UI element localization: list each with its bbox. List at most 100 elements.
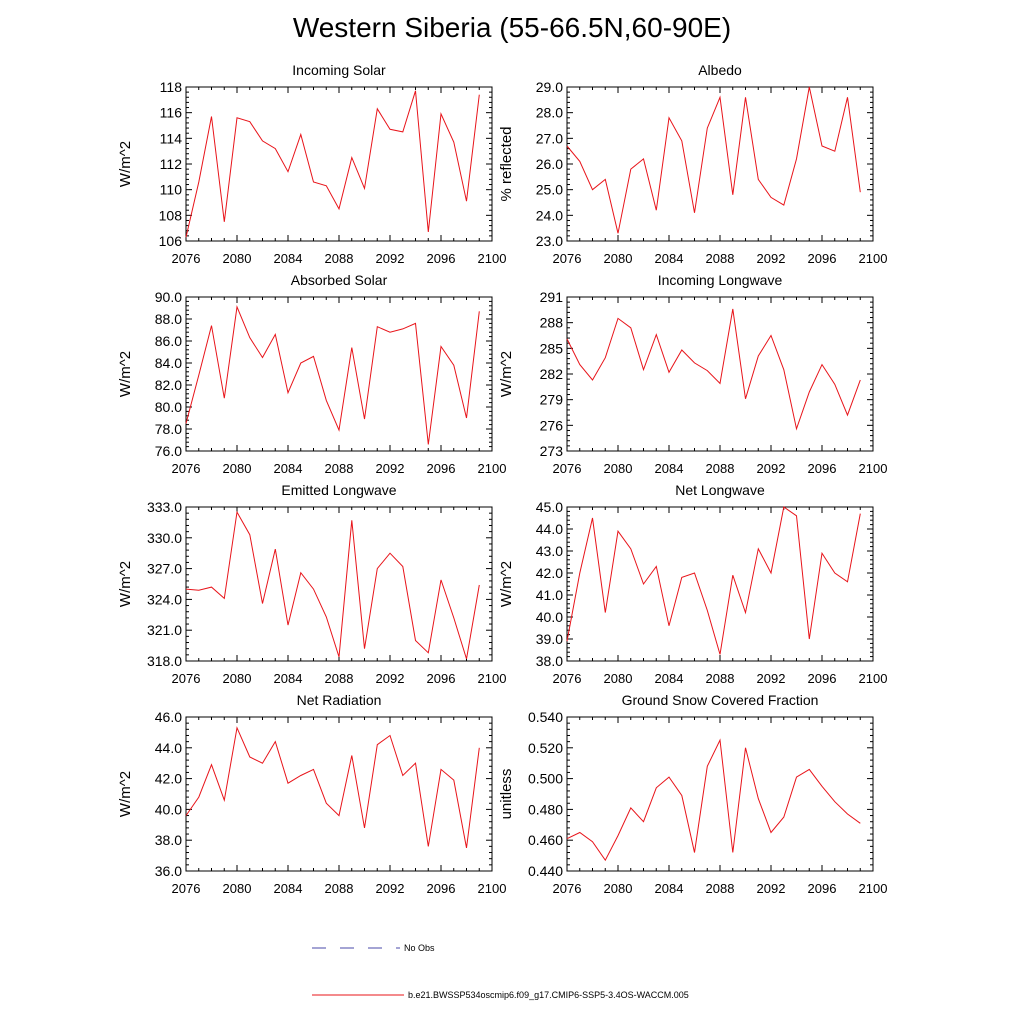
chart-panel-5: 2076 2080 2084 2088 2092 2096 2100 318.0 321.0 32… — [117, 482, 506, 686]
legend: No Obs b.e21.BWSSP534oscmip6.f09_g17.CMI… — [312, 943, 689, 1000]
x-tick-label: 2096 — [427, 251, 456, 266]
y-tick-label: 118 — [160, 79, 183, 95]
chart-panel-6: 2076 2080 2084 2088 2092 2096 2100 38.0 39.0 40.0… — [498, 482, 887, 686]
figure-title: Western Siberia (55-66.5N,60-90E) — [292, 12, 732, 43]
y-tick-label: 82.0 — [155, 377, 182, 393]
y-tick-label: 45.0 — [536, 499, 563, 515]
chart-panel-4: 2076 2080 2084 2088 2092 2096 2100 273 276 279 282… — [498, 272, 887, 476]
y-tick-label: 24.0 — [536, 207, 563, 223]
x-tick-label: 2100 — [478, 671, 507, 686]
x-tick-label: 2092 — [757, 671, 786, 686]
x-tick-label: 2076 — [553, 881, 582, 896]
y-tick-label: 90.0 — [155, 289, 182, 305]
x-tick-label: 2100 — [859, 461, 888, 476]
y-axis-label: W/m^2 — [117, 771, 134, 817]
x-tick-label: 2088 — [706, 461, 735, 476]
y-tick-label: 330.0 — [147, 530, 182, 546]
y-axis-label: unitless — [498, 769, 515, 820]
y-tick-label: 36.0 — [155, 863, 182, 879]
x-tick-label: 2088 — [706, 671, 735, 686]
series-line — [566, 738, 861, 862]
x-tick-label: 2088 — [325, 461, 354, 476]
x-tick-label: 2100 — [859, 251, 888, 266]
series-line — [185, 510, 480, 660]
panel-title: Net Longwave — [675, 482, 765, 498]
y-tick-label: 279 — [540, 392, 564, 408]
x-tick-label: 2096 — [808, 251, 837, 266]
y-tick-label: 112 — [160, 156, 183, 172]
panel-title: Ground Snow Covered Fraction — [622, 692, 819, 708]
x-tick-label: 2100 — [859, 881, 888, 896]
y-tick-label: 110 — [160, 182, 183, 198]
y-tick-label: 46.0 — [155, 709, 182, 725]
x-tick-label: 2080 — [223, 251, 252, 266]
y-tick-label: 76.0 — [155, 443, 182, 459]
y-tick-label: 41.0 — [536, 587, 563, 603]
series-line — [566, 86, 861, 234]
plot-frame — [185, 86, 493, 242]
x-tick-label: 2076 — [172, 881, 201, 896]
y-axis-label: W/m^2 — [498, 351, 515, 397]
y-tick-label: 38.0 — [155, 832, 182, 848]
x-tick-label: 2096 — [427, 671, 456, 686]
y-tick-label: 291 — [540, 289, 564, 305]
x-tick-label: 2092 — [376, 881, 405, 896]
x-tick-label: 2080 — [223, 461, 252, 476]
panel-title: Incoming Longwave — [658, 272, 783, 288]
x-tick-label: 2080 — [604, 671, 633, 686]
x-tick-label: 2076 — [172, 461, 201, 476]
y-tick-label: 40.0 — [536, 609, 563, 625]
x-tick-label: 2096 — [808, 881, 837, 896]
panel-title: Albedo — [698, 62, 742, 78]
chart-panel-3: 2076 2080 2084 2088 2092 2096 2100 76.0 78.0 80.0… — [117, 272, 506, 476]
plot-frame — [566, 506, 874, 662]
x-tick-label: 2080 — [223, 881, 252, 896]
chart-panels: 2076 2080 2084 2088 2092 2096 2100 106 108 110 112… — [117, 62, 887, 896]
x-tick-label: 2100 — [859, 671, 888, 686]
y-tick-label: 285 — [540, 340, 564, 356]
x-tick-label: 2084 — [655, 461, 684, 476]
y-tick-label: 28.0 — [536, 105, 563, 121]
x-tick-label: 2084 — [655, 881, 684, 896]
plot-frame — [566, 86, 874, 242]
y-tick-label: 321.0 — [147, 622, 182, 638]
chart-panel-8: 2076 2080 2084 2088 2092 2096 2100 0.440 0.460 0.… — [498, 692, 887, 896]
y-tick-label: 26.0 — [536, 156, 563, 172]
x-tick-label: 2084 — [274, 251, 303, 266]
y-tick-label: 106 — [159, 233, 183, 249]
x-tick-label: 2096 — [808, 461, 837, 476]
x-tick-label: 2096 — [808, 671, 837, 686]
x-tick-label: 2076 — [553, 251, 582, 266]
plot-frame — [185, 716, 493, 872]
y-tick-label: 42.0 — [536, 565, 563, 581]
y-tick-label: 23.0 — [536, 233, 563, 249]
y-tick-label: 108 — [159, 207, 183, 223]
x-tick-label: 2084 — [274, 461, 303, 476]
y-tick-label: 0.480 — [528, 801, 563, 817]
x-tick-label: 2080 — [223, 671, 252, 686]
x-tick-label: 2080 — [604, 461, 633, 476]
y-tick-label: 288 — [540, 315, 564, 331]
panel-title: Net Radiation — [297, 692, 382, 708]
x-tick-label: 2076 — [172, 671, 201, 686]
y-tick-label: 44.0 — [155, 740, 182, 756]
x-tick-label: 2092 — [376, 461, 405, 476]
x-tick-label: 2092 — [376, 251, 405, 266]
x-tick-label: 2088 — [325, 671, 354, 686]
x-tick-label: 2084 — [274, 671, 303, 686]
y-tick-label: 276 — [540, 417, 564, 433]
panel-title: Emitted Longwave — [281, 482, 396, 498]
x-tick-label: 2084 — [655, 671, 684, 686]
x-tick-label: 2080 — [604, 881, 633, 896]
y-tick-label: 0.520 — [528, 740, 563, 756]
y-tick-label: 40.0 — [155, 801, 182, 817]
y-axis-label: W/m^2 — [498, 561, 515, 607]
x-tick-label: 2100 — [478, 251, 507, 266]
panel-title: Incoming Solar — [292, 62, 386, 78]
y-tick-label: 324.0 — [147, 591, 182, 607]
series-line — [185, 305, 480, 445]
y-tick-label: 0.500 — [528, 771, 563, 787]
y-tick-label: 78.0 — [155, 421, 182, 437]
plot-frame — [566, 296, 874, 452]
x-tick-label: 2088 — [325, 251, 354, 266]
